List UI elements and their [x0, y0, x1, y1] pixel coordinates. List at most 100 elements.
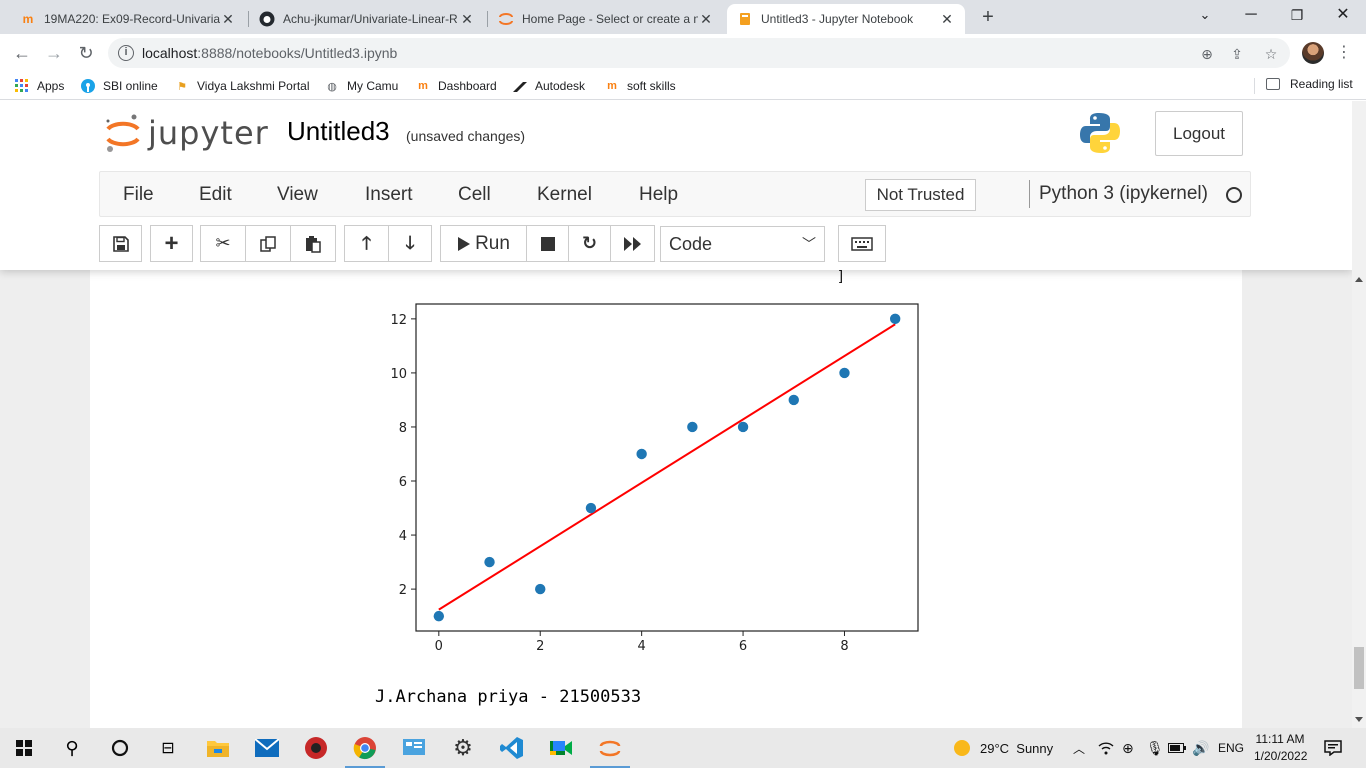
- language-indicator[interactable]: ENG: [1218, 741, 1245, 755]
- windows-start-icon[interactable]: [0, 728, 48, 768]
- run-button[interactable]: Run: [440, 225, 526, 262]
- move-up-button[interactable]: 🡑: [344, 225, 388, 262]
- menu-insert[interactable]: Insert: [365, 184, 413, 205]
- copy-button[interactable]: [245, 225, 290, 262]
- menu-edit[interactable]: Edit: [199, 184, 232, 205]
- battery-icon[interactable]: [1168, 728, 1186, 768]
- moodle-icon: m: [607, 80, 617, 92]
- apps-grid-icon: [14, 78, 30, 94]
- reading-list-button[interactable]: Reading list: [1266, 77, 1353, 91]
- forward-icon[interactable]: →: [45, 43, 63, 63]
- scroll-thumb[interactable]: [1354, 647, 1364, 689]
- regression-line: [438, 323, 896, 611]
- bookmark-label: Apps: [37, 79, 65, 93]
- insert-cell-button[interactable]: +: [150, 225, 193, 262]
- scatter-point: [535, 583, 546, 595]
- kernel-name[interactable]: Python 3 (ipykernel): [1039, 183, 1208, 204]
- scatter-point: [687, 421, 698, 433]
- bookmark-apps[interactable]: Apps: [14, 77, 64, 95]
- site-info-icon[interactable]: i: [118, 45, 134, 61]
- browser-tab[interactable]: m 19MA220: Ex09-Record-Univariat ✕: [10, 4, 246, 34]
- control-panel-icon[interactable]: [390, 728, 438, 768]
- restore-icon[interactable]: ❐: [1290, 7, 1304, 23]
- bookmark-dashboard[interactable]: m Dashboard: [415, 77, 497, 95]
- file-explorer-icon[interactable]: [194, 728, 242, 768]
- clock-date: 1/20/2022: [1254, 749, 1308, 763]
- back-icon[interactable]: ←: [13, 43, 31, 63]
- microphone-icon[interactable]: 🎙: [1146, 739, 1164, 756]
- jupyter-app-icon[interactable]: [586, 728, 634, 768]
- menu-cell[interactable]: Cell: [458, 184, 491, 205]
- x-tick-label: 4: [638, 639, 646, 654]
- menu-view[interactable]: View: [277, 184, 318, 205]
- app-icon[interactable]: [292, 728, 340, 768]
- settings-gear-icon[interactable]: ⚙: [453, 735, 473, 760]
- command-palette-button[interactable]: [838, 225, 886, 262]
- tab-search-icon[interactable]: ⌄: [1199, 7, 1211, 22]
- bookmark-star-icon[interactable]: ☆: [1264, 46, 1278, 62]
- scatter-plot-chart: 0 2 4 6 8 2 4 6 8 10 12: [390, 303, 919, 654]
- not-trusted-button[interactable]: Not Trusted: [865, 179, 976, 211]
- bookmark-mycamu[interactable]: ◍ My Camu: [324, 77, 398, 95]
- network-icon[interactable]: [1098, 728, 1114, 768]
- close-tab-icon[interactable]: ✕: [222, 10, 234, 27]
- mail-icon[interactable]: [243, 728, 291, 768]
- restart-run-all-button[interactable]: [610, 225, 655, 262]
- meet-icon[interactable]: [537, 728, 585, 768]
- volume-icon[interactable]: 🔊: [1192, 739, 1210, 756]
- notifications-icon[interactable]: [1324, 728, 1342, 768]
- reload-icon[interactable]: ↻: [78, 43, 94, 63]
- move-down-button[interactable]: 🡓: [388, 225, 432, 262]
- close-tab-icon[interactable]: ✕: [941, 10, 953, 27]
- clock[interactable]: 11:11 AM 1/20/2022: [1254, 731, 1308, 765]
- restart-kernel-button[interactable]: ↻: [568, 225, 610, 262]
- logout-button[interactable]: Logout: [1155, 111, 1243, 156]
- bookmark-label: My Camu: [347, 79, 399, 93]
- bookmark-sbi[interactable]: SBI online: [80, 77, 158, 95]
- cell-type-select[interactable]: Code ﹀: [660, 226, 825, 262]
- bookmark-softskills[interactable]: m soft skills: [604, 77, 676, 95]
- bookmark-vidya[interactable]: ⚑ Vidya Lakshmi Portal: [174, 77, 309, 95]
- browser-tab-active[interactable]: Untitled3 - Jupyter Notebook ✕: [727, 4, 965, 34]
- people-icon[interactable]: ⊕: [1122, 739, 1134, 756]
- new-tab-button[interactable]: +: [982, 6, 994, 28]
- bookmark-label: Dashboard: [438, 79, 497, 93]
- vscode-icon[interactable]: [488, 728, 536, 768]
- share-icon[interactable]: ⇪: [1231, 46, 1243, 62]
- windows-taskbar: ⚲ ⊟ ⚙ 29°C Sunny ︿ ⊕ 🎙 🔊 ENG 11:11 AM: [0, 728, 1366, 768]
- bookmark-autodesk[interactable]: Autodesk: [512, 77, 585, 95]
- close-window-icon[interactable]: ✕: [1336, 6, 1350, 23]
- search-icon[interactable]: ⚲: [65, 737, 79, 758]
- chrome-icon[interactable]: [341, 728, 389, 768]
- moodle-icon: m: [418, 80, 428, 92]
- show-hidden-icons[interactable]: ︿: [1073, 741, 1086, 756]
- interrupt-button[interactable]: [526, 225, 568, 262]
- minimize-icon[interactable]: ─: [1245, 6, 1257, 23]
- browser-tab[interactable]: Home Page - Select or create a n ✕: [488, 4, 724, 34]
- moodle-icon: m: [22, 12, 34, 26]
- browser-tab[interactable]: Achu-jkumar/Univariate-Linear-R ✕: [249, 4, 485, 34]
- reading-list-label: Reading list: [1290, 77, 1353, 91]
- close-tab-icon[interactable]: ✕: [700, 10, 712, 27]
- notebook-name[interactable]: Untitled3: [287, 116, 390, 146]
- profile-avatar[interactable]: [1302, 42, 1324, 64]
- jupyter-logo[interactable]: jupyter: [104, 111, 268, 155]
- scroll-down-icon[interactable]: [1355, 717, 1363, 722]
- scatter-point: [585, 502, 597, 514]
- menu-help[interactable]: Help: [639, 184, 679, 205]
- close-tab-icon[interactable]: ✕: [461, 10, 473, 27]
- cortana-icon[interactable]: [96, 728, 144, 768]
- scroll-up-icon[interactable]: [1355, 277, 1363, 282]
- menu-kernel[interactable]: Kernel: [537, 184, 592, 205]
- address-bar[interactable]: i localhost:8888/notebooks/Untitled3.ipy…: [108, 38, 1290, 68]
- task-view-icon[interactable]: ⊟: [161, 740, 175, 757]
- page-scrollbar[interactable]: [1352, 101, 1366, 728]
- paste-button[interactable]: [290, 225, 336, 262]
- weather-widget[interactable]: 29°C Sunny: [952, 728, 1053, 768]
- play-icon: [458, 237, 471, 252]
- menu-file[interactable]: File: [123, 184, 154, 205]
- cut-button[interactable]: ✂: [200, 225, 245, 262]
- zoom-icon[interactable]: ⊕: [1201, 46, 1213, 62]
- browser-menu-icon[interactable]: ⋮: [1336, 44, 1352, 61]
- save-button[interactable]: [99, 225, 142, 262]
